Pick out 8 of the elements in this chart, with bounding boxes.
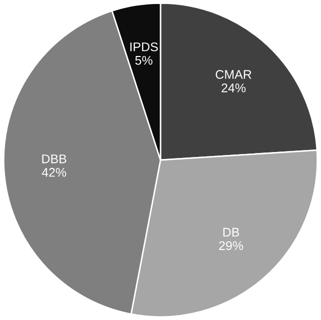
data-label: 29%: [219, 241, 244, 250]
slice-label: DBB: [42, 154, 66, 164]
slice-label: DB: [223, 228, 240, 236]
slice-label: IPDS: [130, 42, 158, 52]
data-label: 24%: [222, 83, 246, 92]
data-label: 42%: [42, 168, 66, 177]
slice-label: CMAR: [216, 70, 252, 79]
data-label: 5%: [135, 56, 152, 65]
